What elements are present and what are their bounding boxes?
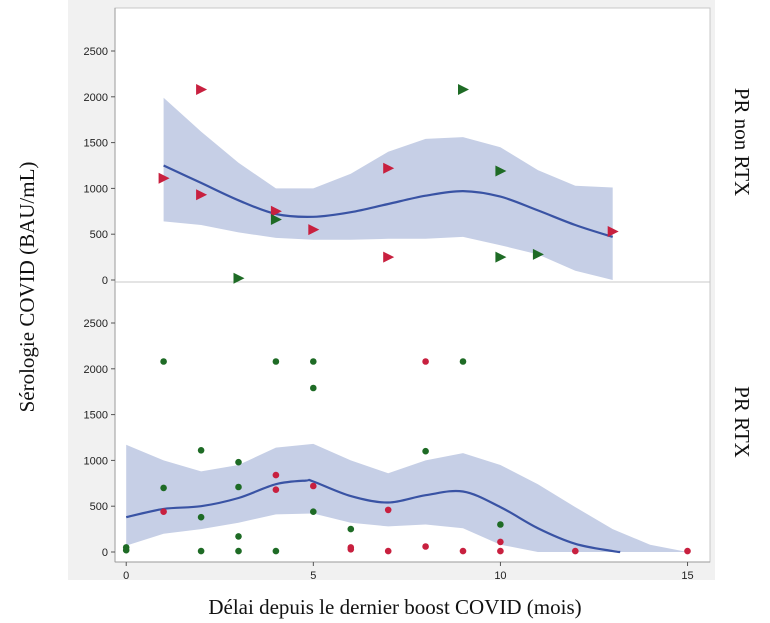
- y-tick-label: 1000: [84, 455, 108, 467]
- data-point-green: [233, 272, 245, 284]
- data-point-green: [235, 458, 242, 466]
- data-point-green: [347, 525, 355, 533]
- y-tick-label: 1500: [84, 410, 108, 422]
- data-point-green: [459, 358, 467, 365]
- data-point-red: [384, 547, 392, 555]
- data-point-red: [196, 189, 208, 201]
- y-tick-label: 1000: [84, 183, 108, 195]
- y-axis-title: Sérologie COVID (BAU/mL): [15, 162, 39, 413]
- data-point-red: [160, 508, 167, 515]
- data-point-red: [270, 205, 282, 217]
- data-points: [122, 84, 691, 555]
- data-point-green: [310, 358, 317, 365]
- data-point-red: [196, 84, 208, 95]
- data-point-green: [272, 547, 280, 555]
- data-point-green: [197, 447, 205, 454]
- data-point-red: [572, 547, 579, 555]
- panel-title-pr-non-rtx: PR non RTX: [730, 88, 754, 196]
- data-point-green: [495, 165, 507, 177]
- data-point-red: [310, 482, 317, 490]
- data-point-green: [235, 547, 242, 555]
- smoother-curve-panel-2: [125, 478, 621, 554]
- data-point-green: [270, 214, 282, 225]
- data-point-green: [272, 358, 280, 365]
- data-point-red: [272, 471, 280, 479]
- data-point-green: [160, 484, 167, 492]
- data-point-red: [308, 224, 320, 236]
- y-tick-label: 2500: [84, 318, 108, 330]
- data-point-green: [532, 248, 544, 260]
- data-point-green: [122, 546, 130, 554]
- data-point-red: [684, 547, 691, 555]
- y-tick-label: 2000: [84, 364, 108, 376]
- y-tick-label: 2000: [84, 92, 108, 104]
- confidence-bands: [126, 97, 688, 552]
- data-point-red: [497, 547, 504, 555]
- y-tick-label: 500: [90, 501, 108, 513]
- panel-title-pr-rtx: PR RTX: [730, 386, 754, 458]
- x-tick-label: 15: [681, 570, 693, 582]
- confidence-band-panel-1: [163, 97, 613, 280]
- x-tick-label: 10: [494, 570, 506, 582]
- smoother-curves: [125, 164, 621, 554]
- data-point-red: [272, 486, 280, 494]
- data-point-red: [384, 506, 392, 514]
- y-tick-label: 1500: [84, 138, 108, 150]
- data-point-green: [497, 521, 504, 528]
- y-tick-label: 0: [102, 275, 108, 287]
- data-point-green: [495, 251, 507, 263]
- data-point-red: [459, 547, 467, 555]
- data-point-green: [235, 533, 242, 540]
- y-tick-label: 0: [102, 547, 108, 559]
- data-point-red: [497, 538, 504, 546]
- data-point-red: [158, 172, 170, 184]
- confidence-band-panel-2: [126, 443, 688, 552]
- data-point-red: [422, 358, 429, 365]
- x-tick-label: 0: [123, 570, 129, 582]
- data-point-red: [347, 546, 355, 553]
- axes: 0 500 1000 1500 2000 2500 0 500 1000 1500 2000 2500…: [84, 8, 710, 582]
- data-point-green: [235, 483, 242, 491]
- data-point-green: [310, 384, 317, 392]
- data-point-green: [310, 508, 317, 515]
- x-axis-title: Délai depuis le dernier boost COVID (moi…: [208, 595, 581, 619]
- smoother-curve-panel-1: [163, 164, 614, 238]
- data-point-red: [383, 251, 395, 263]
- y-tick-label: 2500: [84, 46, 108, 58]
- y-tick-label: 500: [90, 229, 108, 241]
- data-point-green: [197, 547, 205, 555]
- data-point-red: [607, 226, 619, 237]
- data-point-green: [422, 447, 429, 455]
- data-point-green: [160, 358, 167, 365]
- data-point-green: [458, 84, 469, 95]
- data-point-red: [422, 543, 429, 550]
- x-tick-label: 5: [310, 570, 316, 582]
- data-point-green: [197, 513, 205, 521]
- data-point-red: [383, 162, 395, 174]
